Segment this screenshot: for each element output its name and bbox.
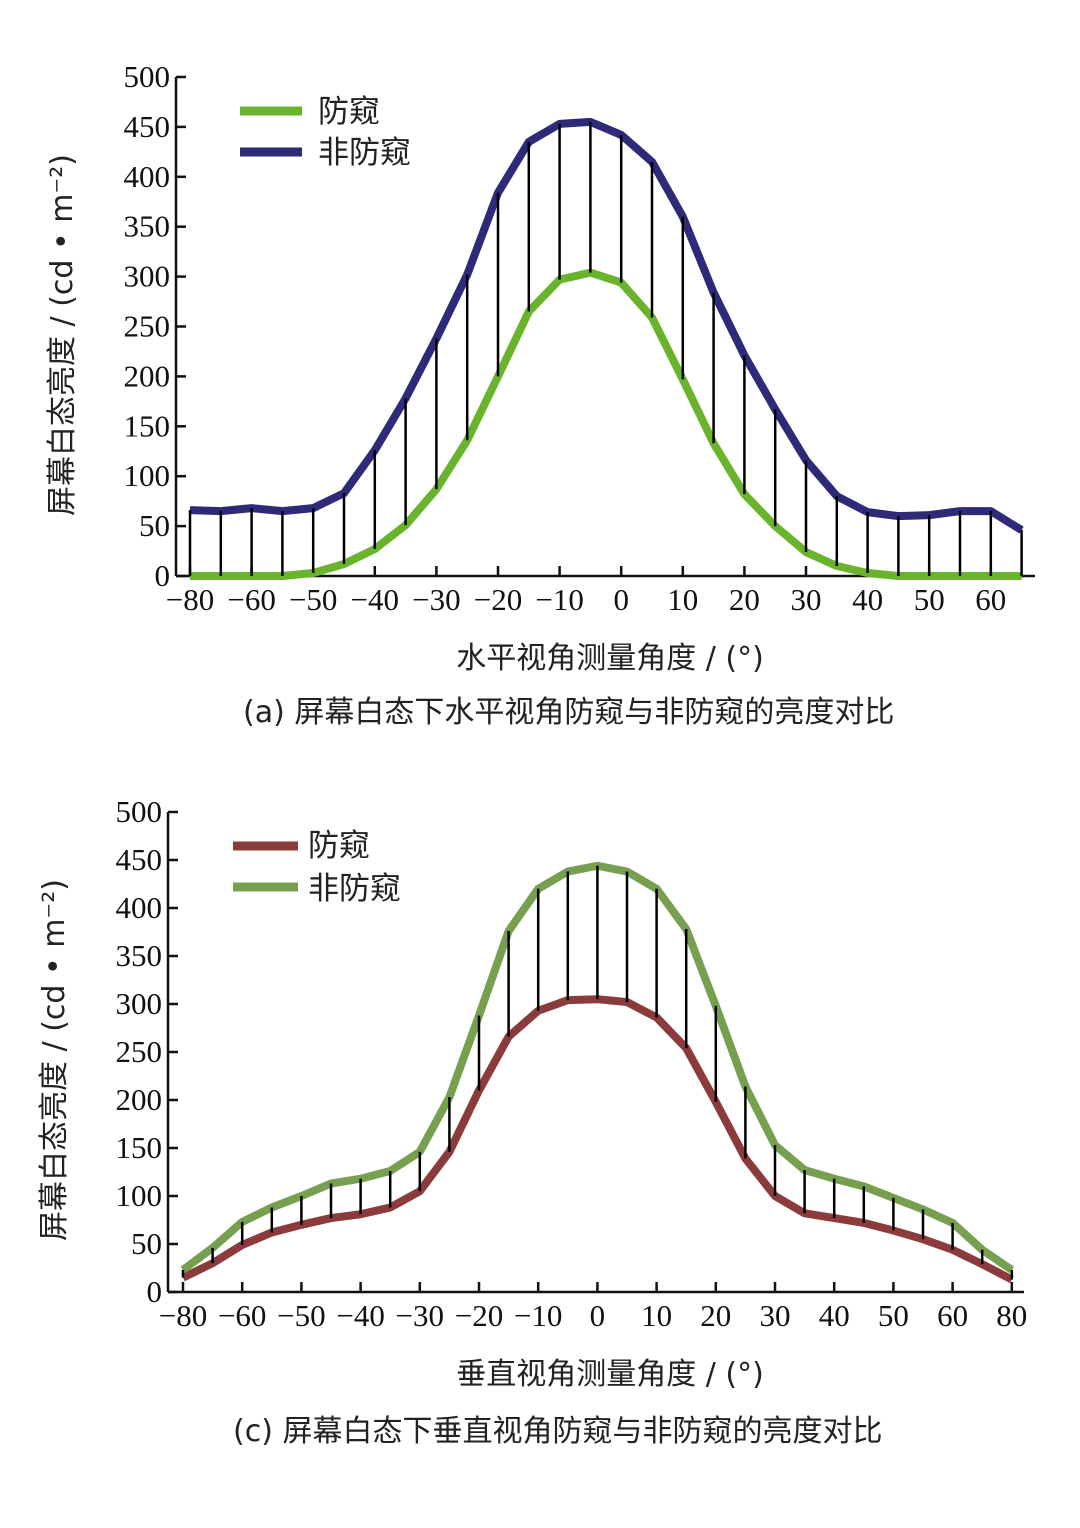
chart-a-legend-label-1: 非防窥 [318, 135, 411, 171]
chart-a-y-tick-label: 300 [124, 259, 171, 294]
chart-c-series-line-0 [181, 995, 1014, 1284]
chart-c-y-tick-label: 50 [131, 1226, 162, 1261]
chart-c-x-tick-label: 60 [937, 1298, 968, 1333]
chart-a-y-tick-label: 50 [139, 508, 170, 543]
chart-c-x-tick-label: −80 [159, 1298, 207, 1333]
chart-a-x-tick-label: 60 [975, 582, 1006, 617]
chart-a-x-tick-label: −20 [474, 582, 522, 617]
chart-a-y-tick-label: 350 [124, 209, 171, 244]
chart-a-y-tick-label: 0 [155, 558, 171, 593]
chart-a-x-tick-label: −40 [351, 582, 399, 617]
chart-c-y-tick-label: 400 [116, 890, 163, 925]
chart-a-x-tick-label: −50 [289, 582, 337, 617]
chart-c-x-tick-label: 40 [819, 1298, 850, 1333]
chart-c-x-tick-label: −40 [336, 1298, 384, 1333]
chart-a-x-tick-label: 30 [791, 582, 822, 617]
chart-c-legend-label-1: 非防窥 [308, 871, 401, 907]
chart-a-x-tick-label: 20 [729, 582, 760, 617]
chart-a-x-tick-label: −80 [166, 582, 214, 617]
chart-a-series-line-0 [190, 268, 1022, 580]
chart-c-x-tick-label: −60 [218, 1298, 266, 1333]
chart-c-y-tick-label: 150 [116, 1130, 163, 1165]
chart-a-y-tick-label: 200 [124, 358, 171, 393]
chart-c-x-tick-label: −50 [277, 1298, 325, 1333]
chart-c-x-tick-label: 20 [700, 1298, 731, 1333]
chart-a-y-axis-title: 屏幕白态亮度 / (cd • m⁻²) [45, 154, 80, 516]
chart-a-x-tick-label: 50 [914, 582, 945, 617]
chart-c-x-tick-label: 50 [878, 1298, 909, 1333]
chart-a-series-line-1 [189, 117, 1024, 534]
chart-c-y-tick-label: 500 [116, 794, 163, 829]
chart-c-y-axis-title: 屏幕白态亮度 / (cd • m⁻²) [37, 879, 72, 1241]
chart-c-x-tick-label: 0 [590, 1298, 606, 1333]
chart-a-x-tick-label: 0 [613, 582, 629, 617]
chart-c-y-tick-label: 300 [116, 986, 163, 1021]
chart-a-x-tick-label: −30 [412, 582, 460, 617]
chart-a-y-tick-label: 150 [124, 408, 171, 443]
chart-c-x-tick-label: 80 [996, 1298, 1027, 1333]
chart-c-y-tick-label: 350 [116, 938, 163, 973]
chart-a-x-tick-label: −10 [535, 582, 583, 617]
chart-c-x-tick-label: 30 [760, 1298, 791, 1333]
chart-a-x-tick-label: 10 [667, 582, 698, 617]
chart-c-y-tick-label: 0 [147, 1274, 163, 1309]
chart-a-caption: (a) 屏幕白态下水平视角防窥与非防窥的亮度对比 [243, 695, 894, 730]
chart-a-y-tick-label: 400 [124, 159, 171, 194]
chart-c-y-tick-label: 250 [116, 1034, 163, 1069]
chart-a-x-axis-title: 水平视角测量角度 / (°) [456, 641, 764, 676]
chart-a-x-tick-label: −60 [227, 582, 275, 617]
chart-c-x-tick-label: −30 [396, 1298, 444, 1333]
chart-c-caption: (c) 屏幕白态下垂直视角防窥与非防窥的亮度对比 [233, 1414, 882, 1449]
chart-a-y-tick-label: 100 [124, 458, 171, 493]
chart-a-y-tick-label: 250 [124, 309, 171, 344]
chart-c-x-tick-label: −20 [455, 1298, 503, 1333]
chart-c-x-tick-label: 10 [641, 1298, 672, 1333]
chart-a-x-tick-label: 40 [852, 582, 883, 617]
chart-a-legend-label-0: 防窥 [318, 94, 380, 130]
chart-c-legend-label-0: 防窥 [308, 828, 370, 864]
chart-a-y-tick-label: 450 [124, 109, 171, 144]
chart-c-x-axis-title: 垂直视角测量角度 / (°) [456, 1357, 764, 1392]
chart-a-y-tick-label: 500 [124, 59, 171, 94]
chart-c-y-tick-label: 200 [116, 1082, 163, 1117]
chart-c-x-tick-label: −10 [514, 1298, 562, 1333]
chart-c-y-tick-label: 100 [116, 1178, 163, 1213]
chart-c-y-tick-label: 450 [116, 842, 163, 877]
